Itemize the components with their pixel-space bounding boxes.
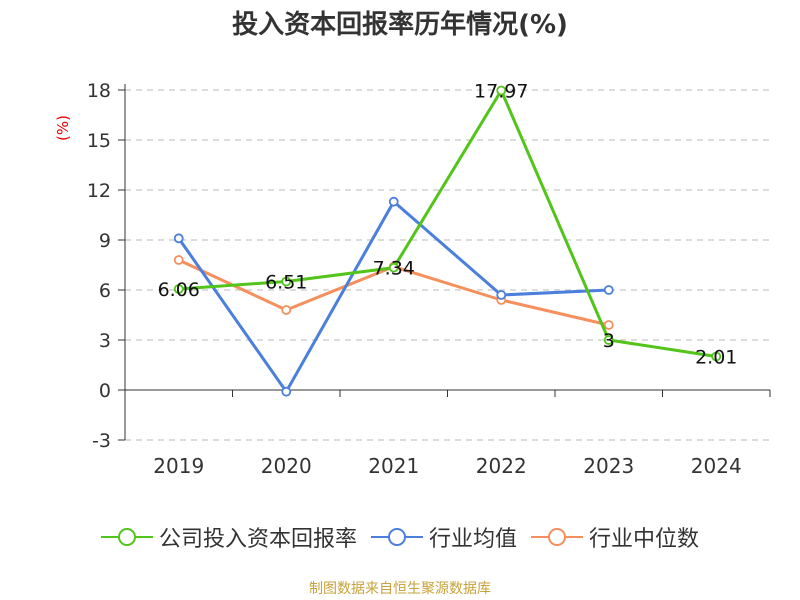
legend-item-company[interactable]: 公司投入资本回报率 (100, 521, 357, 553)
x-tick-label: 2022 (476, 454, 527, 478)
series-line (178, 89, 717, 358)
data-label: 2.01 (695, 347, 737, 369)
legend-label-company: 公司投入资本回报率 (158, 527, 357, 552)
x-tick-label: 2023 (583, 454, 634, 478)
y-tick-label: 6 (99, 280, 111, 302)
axes: 18 15 12 9 6 3 0 -3 2019 2020 2021 2022 2023 2024 (87, 80, 771, 478)
data-point (496, 290, 507, 300)
x-tick-label: 2020 (261, 454, 312, 478)
data-point (173, 284, 184, 294)
y-tick-label: -3 (92, 430, 111, 452)
y-tick-label: 18 (87, 80, 111, 102)
data-label: 6.51 (265, 272, 307, 294)
data-point (496, 85, 507, 96)
x-tick-label: 2024 (691, 454, 742, 478)
legend-item-industry-mean[interactable]: 行业均值 (370, 521, 517, 553)
y-tick-label: 15 (87, 130, 111, 152)
data-source-note: 制图数据来自恒生聚源数据库 (309, 581, 491, 597)
data-point (281, 305, 292, 315)
legend-line-circle-icon (100, 528, 153, 546)
legend-label-industry-mean: 行业均值 (428, 527, 517, 552)
series-line (177, 200, 609, 394)
data-point (281, 386, 292, 397)
data-label: 3 (603, 330, 615, 352)
data-point (603, 335, 614, 345)
x-tick-label: 2021 (368, 454, 419, 478)
data-point (603, 285, 614, 295)
data-point (388, 196, 399, 207)
data-label: 6.06 (158, 279, 200, 301)
y-tick-label: 0 (99, 380, 111, 402)
y-axis-label: (%) (54, 115, 72, 141)
grid-lines (125, 89, 770, 441)
chart-title: 投入资本回报率历年情况(%) (232, 10, 568, 40)
legend-label-industry-median: 行业中位数 (589, 527, 700, 552)
data-point (281, 276, 292, 287)
data-point (173, 255, 184, 265)
y-tick-label: 3 (99, 330, 111, 352)
data-label: 17.97 (474, 81, 528, 103)
data-point (388, 262, 399, 273)
legend-item-industry-median[interactable]: 行业中位数 (531, 521, 699, 553)
y-tick-label: 9 (99, 230, 111, 252)
legend: 公司投入资本回报率 行业均值 行业中位数 (0, 520, 800, 554)
data-label: 7.34 (373, 258, 415, 280)
data-point (711, 351, 722, 362)
data-point (603, 320, 614, 330)
legend-line-circle-icon (370, 528, 423, 546)
y-tick-label: 12 (87, 180, 111, 202)
x-tick-label: 2019 (153, 454, 204, 478)
data-labels: 6.06 6.51 7.34 17.97 3 2.01 (158, 81, 738, 369)
data-point (173, 233, 184, 244)
legend-line-circle-icon (531, 528, 583, 546)
series (173, 85, 722, 397)
